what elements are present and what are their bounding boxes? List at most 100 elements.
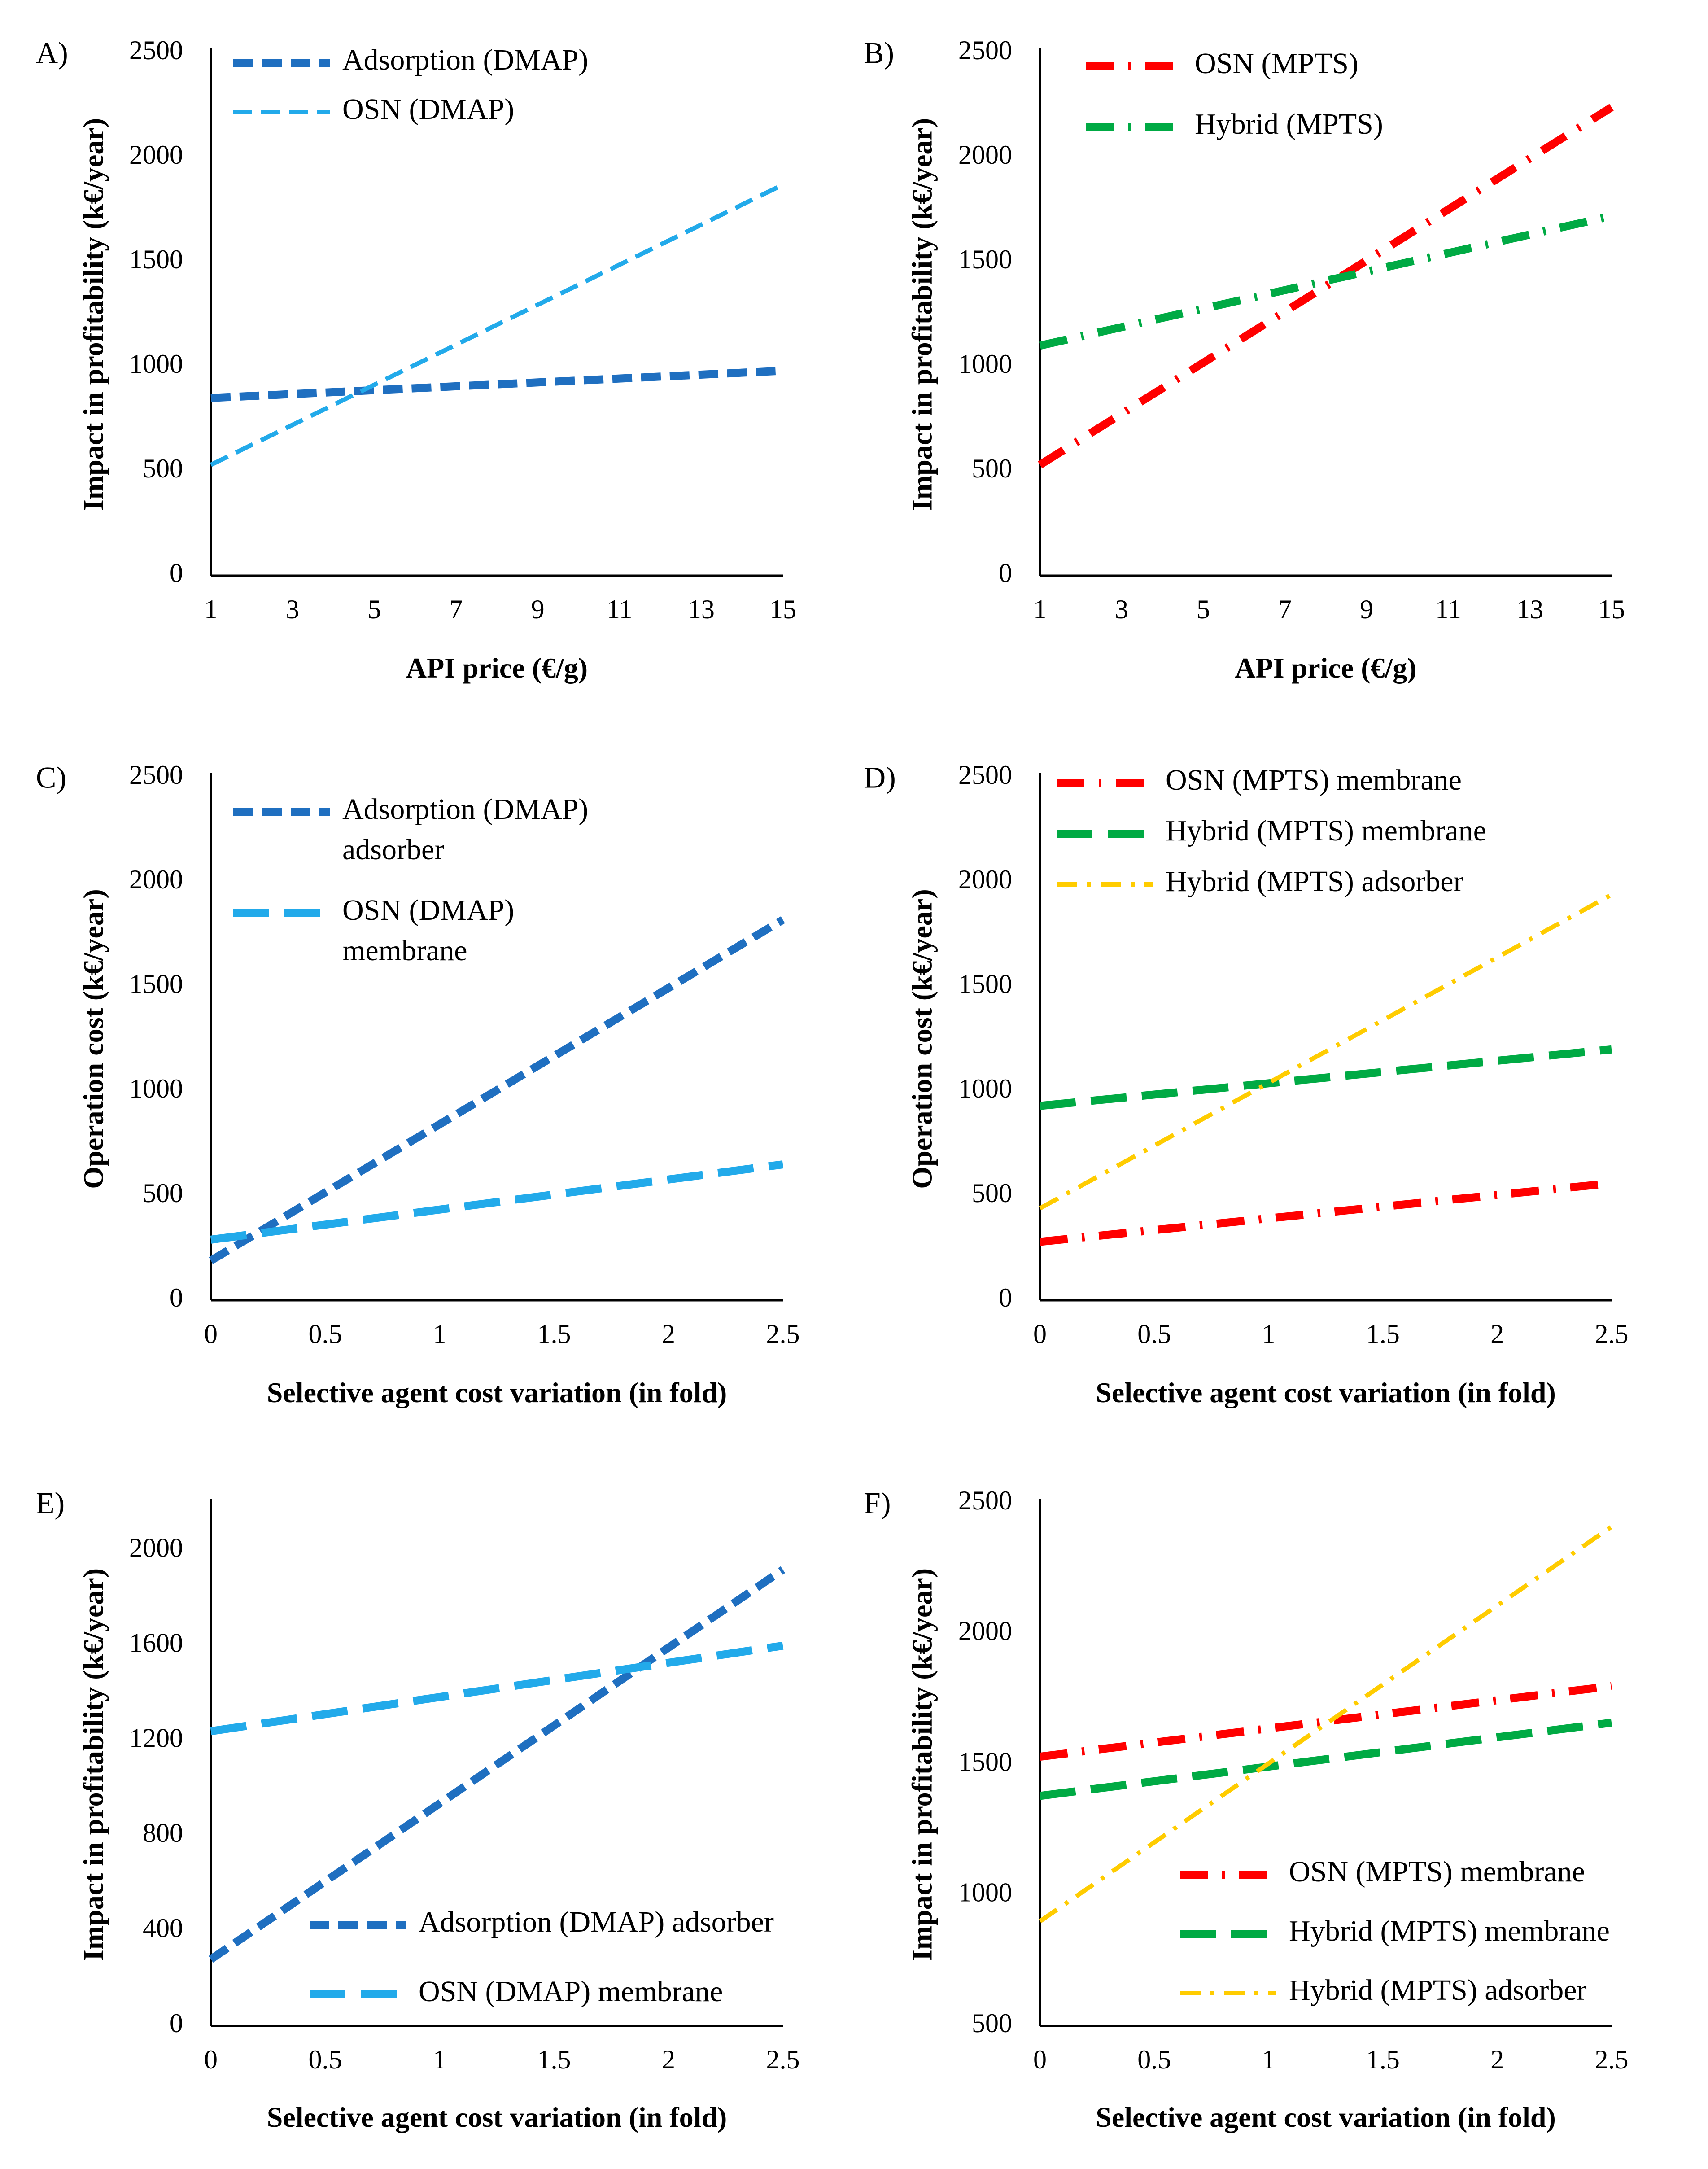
panel-d-y-axis-title: Operation cost (k€/year) xyxy=(906,889,938,1189)
panel-c-legend-label: membrane xyxy=(342,934,467,967)
panel-b-y-tick-label: 1500 xyxy=(958,245,1012,274)
panel-b-legend: OSN (MPTS) Hybrid (MPTS) xyxy=(1086,47,1383,140)
panel-a-x-tick-label: 1 xyxy=(204,595,218,624)
panel-b-label: B) xyxy=(864,36,894,70)
panel-d-x-tick-label: 1.5 xyxy=(1366,1319,1400,1349)
panel-f-x-axis-title: Selective agent cost variation (in fold) xyxy=(1096,2101,1556,2133)
panel-d-x-axis-title: Selective agent cost variation (in fold) xyxy=(1096,1377,1556,1408)
panel-c-y-tick-label: 2500 xyxy=(129,760,183,790)
panel-c-label: C) xyxy=(36,761,66,795)
panel-c-x-tick-label: 2 xyxy=(662,1319,675,1349)
panel-a-legend-label: Adsorption (DMAP) xyxy=(342,44,588,76)
panel-a-x-tick-label: 7 xyxy=(449,595,463,624)
panel-c-y-tick-label: 1000 xyxy=(129,1074,183,1103)
panel-e-legend-label: OSN (DMAP) membrane xyxy=(419,1975,723,2008)
panel-c-legend: Adsorption (DMAP) adsorber OSN (DMAP) membr… xyxy=(233,793,588,967)
panel-f-series-hybrid-mpts-membrane xyxy=(1039,1719,1612,1800)
panel-b-x-tick-label: 15 xyxy=(1598,595,1625,624)
panel-f-y-tick-label: 1500 xyxy=(958,1747,1012,1776)
panel-a-x-tick-label: 5 xyxy=(367,595,381,624)
panel-d-series-osn-mpts-membrane xyxy=(1040,1179,1612,1246)
panel-c-y-tick-label: 1500 xyxy=(129,969,183,999)
panel-b-series-hybrid-mpts xyxy=(1039,212,1612,350)
panel-e-legend-label: Adsorption (DMAP) adsorber xyxy=(419,1906,774,1938)
panel-d-x-tick-label: 0.5 xyxy=(1137,1319,1171,1349)
panel-a-y-tick-label: 1000 xyxy=(129,349,183,379)
panel-c-x-tick-label: 1 xyxy=(433,1319,446,1349)
panel-a-y-tick-label: 500 xyxy=(143,454,183,483)
panel-d-x-tick-label: 0 xyxy=(1033,1319,1047,1349)
panel-e-legend: Adsorption (DMAP) adsorber OSN (DMAP) mem… xyxy=(310,1906,774,2008)
panel-c-x-tick-label: 0 xyxy=(204,1319,218,1349)
panel-f-x-tick-label: 1 xyxy=(1262,2045,1276,2074)
panel-c-series-adsorption-dmap-adsorber xyxy=(209,916,785,1264)
panel-a-y-axis-title: Impact in profitability (k€/year) xyxy=(78,118,109,511)
panel-b-y-tick-label: 2500 xyxy=(958,35,1012,65)
panel-b-series-osn-mpts xyxy=(1038,104,1614,468)
panel-e-x-tick-label: 0.5 xyxy=(309,2045,342,2074)
panel-e-label: E) xyxy=(36,1486,65,1520)
panel-c-y-tick-label: 500 xyxy=(143,1178,183,1208)
panel-b-x-tick-label: 11 xyxy=(1435,595,1461,624)
panel-c-x-tick-label: 2.5 xyxy=(766,1319,800,1349)
panel-a-x-tick-label: 9 xyxy=(531,595,545,624)
panel-f-legend: OSN (MPTS) membrane Hybrid (MPTS) membran… xyxy=(1180,1855,1610,2007)
panel-d-y-tick-label: 2000 xyxy=(958,865,1012,894)
panel-c-series-osn-dmap-membrane xyxy=(210,1160,784,1244)
panel-d-legend-label: Hybrid (MPTS) membrane xyxy=(1166,814,1486,847)
panel-c-y-tick-label: 2000 xyxy=(129,865,183,894)
panel-c: C) 0 500 1000 1500 2000 2500 0 0.5 1 1.5 2 2.5 Select… xyxy=(36,760,800,1408)
panel-a-y-tick-label: 1500 xyxy=(129,245,183,274)
panel-b-y-tick-label: 1000 xyxy=(958,349,1012,379)
panel-f-label: F) xyxy=(864,1486,891,1520)
panel-b-x-tick-label: 13 xyxy=(1516,595,1543,624)
panel-c-legend-label: Adsorption (DMAP) xyxy=(342,793,588,826)
panel-b-x-tick-label: 9 xyxy=(1360,595,1373,624)
panel-f-y-axis-title: Impact in profitability (k€/year) xyxy=(906,1568,938,1961)
panel-c-legend-label: OSN (DMAP) xyxy=(342,894,514,927)
panel-b-x-tick-label: 5 xyxy=(1197,595,1210,624)
panel-e: E) 0 400 800 1200 1600 2000 0 0.5 1 1.5 2 2.5 Selecti… xyxy=(36,1486,800,2133)
panel-a-x-tick-label: 3 xyxy=(286,595,299,624)
panel-d-x-tick-label: 2.5 xyxy=(1595,1319,1629,1349)
panel-f-x-tick-label: 1.5 xyxy=(1366,2045,1400,2074)
panel-e-x-tick-label: 1 xyxy=(433,2045,446,2074)
panel-c-y-axis-title: Operation cost (k€/year) xyxy=(78,889,109,1189)
panel-d-x-tick-label: 2 xyxy=(1490,1319,1504,1349)
panel-e-y-tick-label: 2000 xyxy=(129,1533,183,1563)
panel-d-label: D) xyxy=(864,761,896,795)
panel-d-series-hybrid-mpts-adsorber xyxy=(1039,892,1613,1211)
panel-f-y-tick-label: 2500 xyxy=(958,1486,1012,1515)
panel-e-x-tick-label: 0 xyxy=(204,2045,218,2074)
panel-a-x-tick-label: 13 xyxy=(688,595,715,624)
panel-e-x-tick-label: 2 xyxy=(662,2045,675,2074)
panel-d-series-hybrid-mpts-membrane xyxy=(1040,1045,1612,1110)
panel-c-legend-label: adsorber xyxy=(342,833,444,866)
panel-a-x-tick-label: 11 xyxy=(607,595,633,624)
panel-f-x-tick-label: 2.5 xyxy=(1595,2045,1629,2074)
panel-d-legend-label: Hybrid (MPTS) adsorber xyxy=(1166,865,1463,898)
panel-c-x-axis-title: Selective agent cost variation (in fold) xyxy=(267,1377,727,1408)
panel-e-y-tick-label: 0 xyxy=(170,2008,183,2038)
panel-a-legend-label: OSN (DMAP) xyxy=(342,93,514,126)
panel-e-y-tick-label: 400 xyxy=(143,1913,183,1943)
panel-f-x-tick-label: 0.5 xyxy=(1137,2045,1171,2074)
panel-b-x-tick-label: 1 xyxy=(1033,595,1047,624)
panel-b-legend-label: Hybrid (MPTS) xyxy=(1195,108,1383,140)
panel-d-legend: OSN (MPTS) membrane Hybrid (MPTS) membran… xyxy=(1057,764,1486,898)
panel-a-y-tick-label: 2500 xyxy=(129,35,183,65)
panel-b-y-tick-label: 500 xyxy=(972,454,1012,483)
panel-d-y-tick-label: 1000 xyxy=(958,1074,1012,1103)
panel-a-x-tick-label: 15 xyxy=(769,595,796,624)
panel-e-y-tick-label: 1600 xyxy=(129,1628,183,1657)
panel-f-legend-label: Hybrid (MPTS) membrane xyxy=(1289,1915,1610,1947)
panel-d: D) 0 500 1000 1500 2000 2500 0 0.5 1 1.5 2 2.5 Select… xyxy=(864,760,1629,1408)
panel-f-y-tick-label: 2000 xyxy=(958,1616,1012,1646)
panel-a-y-tick-label: 2000 xyxy=(129,140,183,170)
panel-f-series-hybrid-mpts-adsorber xyxy=(1039,1525,1613,1924)
panel-b-y-tick-label: 2000 xyxy=(958,140,1012,170)
panel-f-y-tick-label: 1000 xyxy=(958,1878,1012,1907)
panel-a-x-axis-title: API price (€/g) xyxy=(406,652,588,684)
